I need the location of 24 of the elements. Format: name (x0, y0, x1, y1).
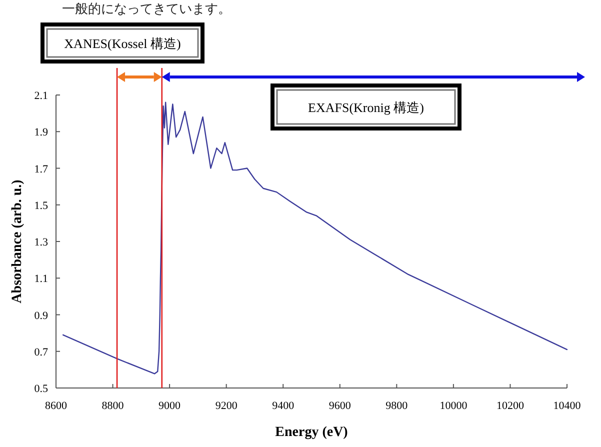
annotation: EXAFS(Kronig 構造) (308, 100, 424, 115)
x-tick-label: 8800 (102, 400, 124, 412)
x-tick-label: 10400 (553, 400, 582, 412)
text: 一般的になってきています。 (62, 1, 231, 16)
x-tick-label: 9200 (215, 400, 238, 412)
y-tick-label: 0.9 (34, 310, 48, 322)
x-tick-label: 9600 (328, 400, 352, 412)
y-axis-title: Absorbance (arb. u.) (10, 179, 25, 304)
x-tick-label: 10000 (440, 400, 468, 412)
x-axis-title: Energy (eV) (275, 425, 348, 440)
y-tick-label: 1.3 (34, 236, 48, 248)
y-tick-label: 1.5 (34, 200, 48, 212)
x-tick-label: 9800 (386, 400, 408, 412)
x-tick-label: 10200 (496, 400, 524, 412)
y-tick-label: 1.1 (34, 273, 48, 286)
y-tick-label: 1.7 (34, 163, 48, 176)
y-tick-label: 0.5 (34, 383, 48, 395)
y-tick-label: 1.9 (34, 126, 48, 139)
y-tick-label: 2.1 (34, 90, 48, 102)
x-tick-label: 9400 (272, 400, 295, 412)
x-tick-label: 9000 (158, 400, 182, 412)
text: XANES(Kossel 構造) (64, 36, 181, 51)
y-tick-label: 0.7 (34, 346, 48, 358)
x-tick-label: 8600 (45, 400, 68, 412)
